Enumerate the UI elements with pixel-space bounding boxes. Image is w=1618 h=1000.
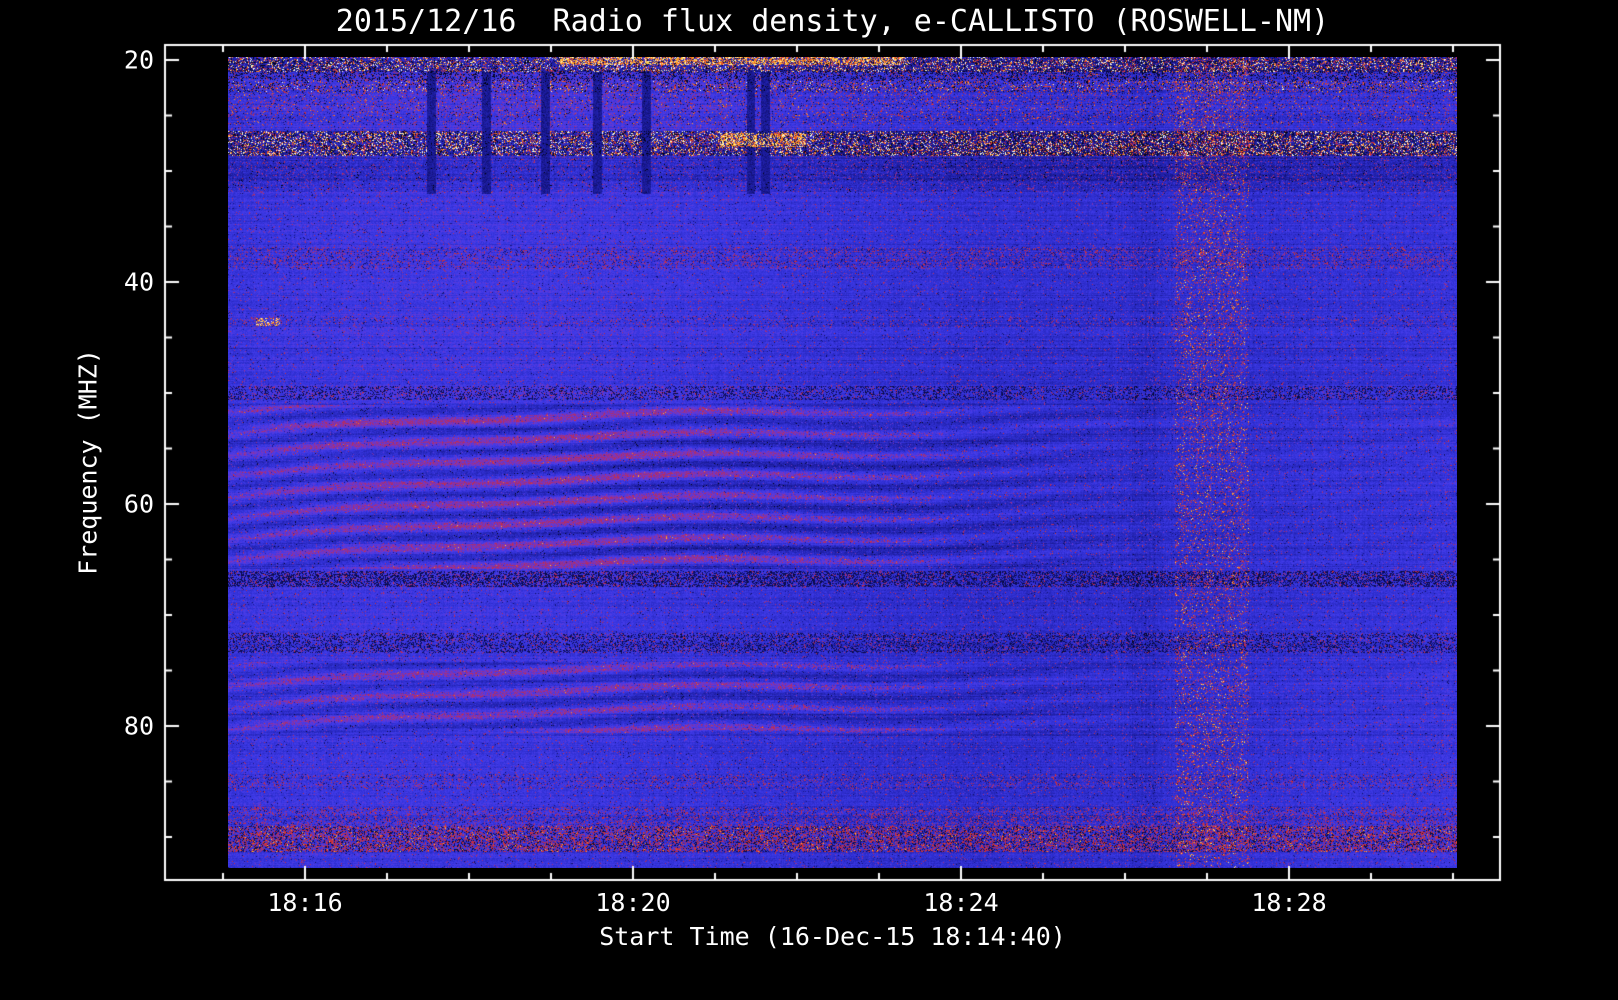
x-tick-label: 18:20 xyxy=(595,888,671,917)
y-tick-label: 80 xyxy=(123,711,154,741)
y-axis-label: Frequency (MHZ) xyxy=(73,349,103,575)
chart-title: 2015/12/16 Radio flux density, e-CALLIST… xyxy=(335,4,1330,39)
y-tick-label: 20 xyxy=(123,45,154,75)
x-tick-label: 18:16 xyxy=(267,888,343,917)
spectrogram-heatmap xyxy=(228,57,1457,868)
y-tick-label: 60 xyxy=(123,489,154,519)
x-tick-label: 18:28 xyxy=(1251,888,1327,917)
x-tick-label: 18:24 xyxy=(923,888,999,917)
x-axis-label: Start Time (16-Dec-15 18:14:40) xyxy=(599,922,1066,951)
y-tick-label: 40 xyxy=(123,267,154,297)
